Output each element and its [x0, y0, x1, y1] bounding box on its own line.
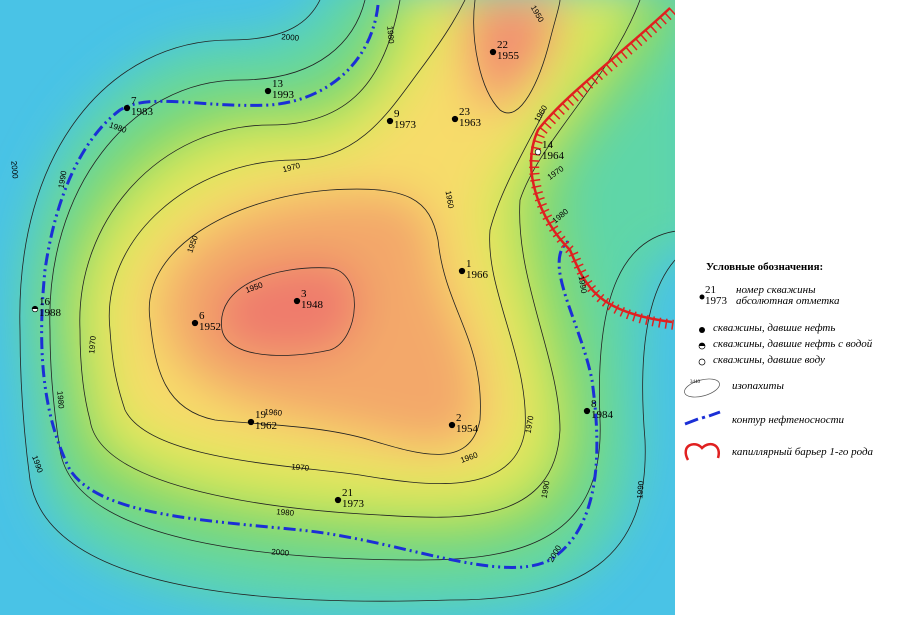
well-elevation: 1952 — [199, 321, 221, 333]
well — [293, 297, 301, 305]
well-number: 23 — [459, 106, 471, 118]
well — [489, 48, 497, 56]
well-number: 16 — [39, 296, 51, 308]
contour-label: 1990 — [635, 480, 646, 499]
well-number: 8 — [591, 398, 597, 410]
legend-text: контур нефтеносности — [732, 414, 845, 426]
well-elevation: 1948 — [301, 299, 324, 311]
well-elevation: 1983 — [131, 106, 154, 118]
contour-label: 2000 — [271, 547, 290, 558]
well-half — [32, 306, 38, 309]
legend-text: капиллярный барьер 1-го рода — [732, 446, 874, 458]
contour-label: 1970 — [87, 335, 98, 354]
well-elevation: 1984 — [591, 409, 614, 421]
legend-text: скважины, давшие воду — [713, 354, 825, 366]
well — [451, 115, 459, 123]
legend-oil — [699, 327, 705, 333]
well-number: 19 — [255, 409, 267, 421]
contour-label: 1960 — [264, 407, 283, 418]
well-elevation: 1988 — [39, 307, 62, 319]
well — [264, 87, 272, 95]
contour-label: 1980 — [276, 507, 295, 518]
map-area: 2000 198019501960197019801990197019601950… — [0, 0, 675, 615]
legend-text: номер скважины — [736, 284, 816, 296]
well-number: 6 — [199, 310, 205, 322]
legend-text: скважины, давшие нефть — [713, 322, 835, 334]
contour-label: 1980 — [55, 391, 66, 410]
well-elevation: 1973 — [394, 119, 417, 131]
well-number: 3 — [301, 288, 307, 300]
contour-label: 1960 — [443, 190, 455, 210]
well — [191, 319, 199, 327]
well-elevation: 1966 — [466, 269, 489, 281]
well-number: 2 — [456, 412, 462, 424]
legend-text: изопахиты — [732, 380, 784, 392]
well-elevation: 1973 — [342, 498, 365, 510]
well-number: 9 — [394, 108, 400, 120]
well-number: 21 — [342, 487, 353, 499]
contour-label: 1990 — [540, 479, 552, 499]
well-number: 1 — [466, 258, 472, 270]
legend-well — [699, 294, 705, 300]
well-number: 14 — [542, 139, 554, 151]
well — [448, 421, 456, 429]
legend-text: скважины, давшие нефть с водой — [713, 338, 873, 350]
well-elevation: 1993 — [272, 89, 295, 101]
contour-label: 1990 — [576, 275, 588, 295]
legend-text: абсолютная отметка — [736, 295, 840, 307]
legend-title: Условные обозначения: — [706, 261, 823, 273]
well — [123, 104, 131, 112]
legend: Условные обозначения: 21 1973 номер сква… — [684, 261, 874, 461]
well — [458, 267, 466, 275]
legend-elevation: 1973 — [705, 295, 728, 307]
well — [534, 148, 542, 156]
well-elevation: 1962 — [255, 420, 277, 432]
well-number: 22 — [497, 39, 508, 51]
contour-label: 1990 — [57, 169, 69, 189]
well-elevation: 1964 — [542, 150, 565, 162]
contour-label: 2000 — [281, 32, 300, 43]
legend-isopach-sample: 3440 — [690, 380, 701, 385]
well-elevation: 1954 — [456, 423, 479, 435]
well — [334, 496, 342, 504]
well-elevation: 1955 — [497, 50, 520, 62]
contour-label: 1970 — [524, 414, 536, 434]
well-number: 13 — [272, 78, 284, 90]
well — [247, 418, 255, 426]
contour-label: 2000 — [9, 161, 20, 180]
well — [583, 407, 591, 415]
oil-contour — [40, 4, 599, 569]
legend-number: 21 — [705, 284, 716, 296]
isopachs — [19, 0, 675, 602]
barrier-hatch — [529, 7, 675, 330]
legend-water — [698, 358, 706, 366]
well-elevation: 1963 — [459, 117, 482, 129]
well — [386, 117, 394, 125]
contour-label: 1970 — [291, 462, 310, 473]
contour-label: 1980 — [385, 26, 396, 45]
capillary-barrier — [529, 7, 673, 324]
well-number: 7 — [131, 95, 137, 107]
